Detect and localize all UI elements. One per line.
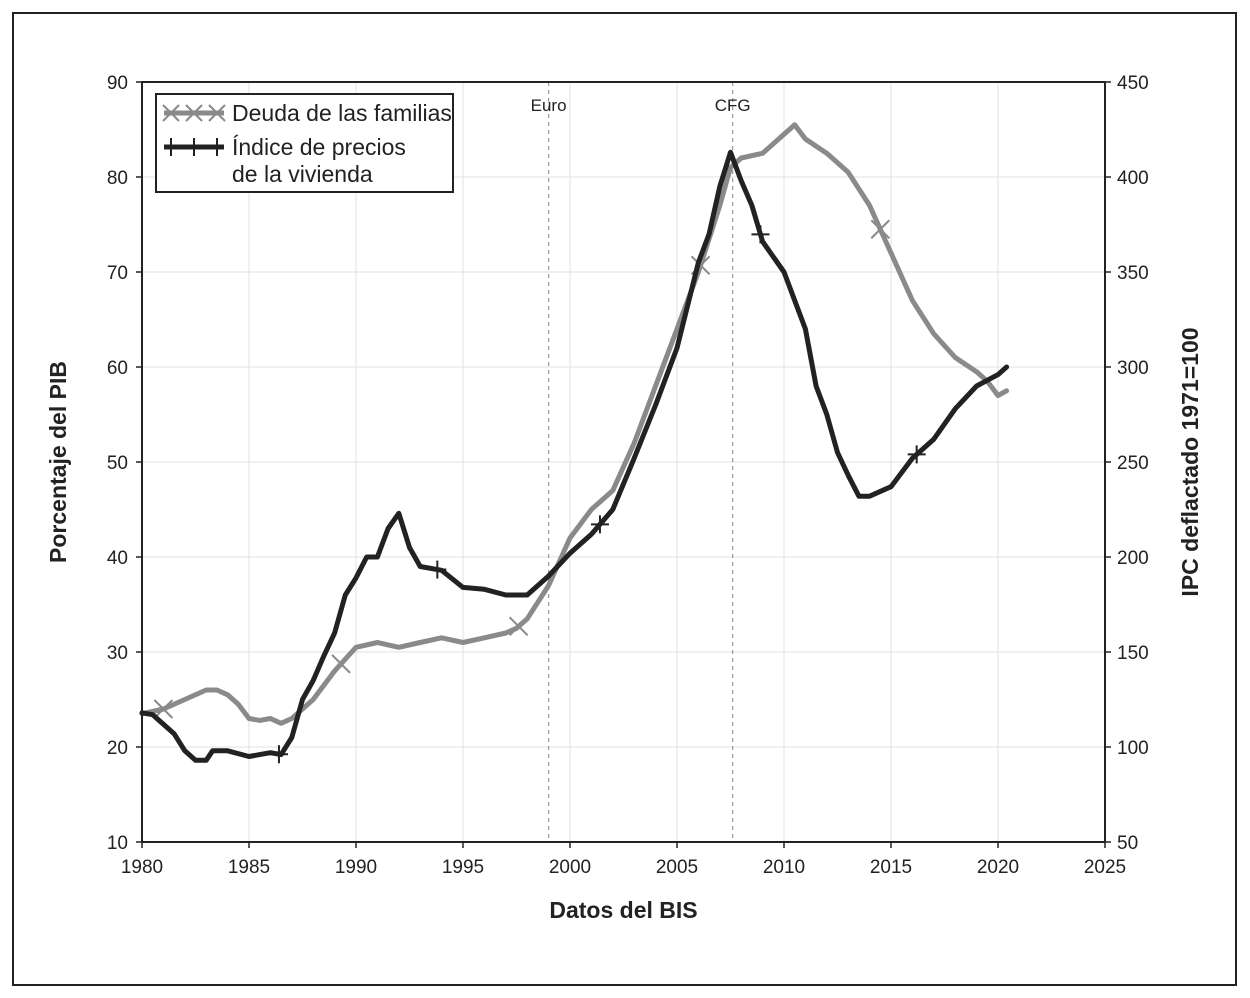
x-tick-label: 2005 [656, 857, 698, 878]
y-axis-title-right: IPC deflactado 1971=100 [1177, 327, 1203, 596]
y-tick-label-right: 350 [1117, 263, 1149, 284]
legend-entry-vivienda: Índice de precios de la vivienda [232, 134, 406, 187]
legend-symbol-vivienda [164, 138, 224, 156]
x-axis-title: Datos del BIS [549, 897, 697, 923]
y-tick-label-right: 100 [1117, 738, 1149, 759]
y-tick-label-left: 90 [107, 73, 128, 94]
x-tick-label: 2000 [549, 857, 591, 878]
series-line-vivienda [139, 149, 1010, 763]
data-point-marker [428, 560, 447, 579]
x-tick-label: 1985 [228, 857, 270, 878]
data-point-marker [590, 515, 609, 534]
y-tick-label-left: 50 [107, 453, 128, 474]
x-tick-label: 2010 [763, 857, 805, 878]
legend: Deuda de las familias Índice de precios d… [155, 93, 454, 193]
legend-box [155, 93, 454, 193]
x-tick-label: 2025 [1084, 857, 1126, 878]
y-tick-label-left: 60 [107, 358, 128, 379]
legend-symbol-deuda [162, 104, 226, 122]
series-line-deuda [139, 122, 1010, 726]
y-tick-label-left: 80 [107, 168, 128, 189]
x-tick-label: 2015 [870, 857, 912, 878]
y-tick-label-left: 10 [107, 833, 128, 854]
y-tick-label-right: 300 [1117, 358, 1149, 379]
y-tick-label-right: 150 [1117, 643, 1149, 664]
x-tick-label: 1995 [442, 857, 484, 878]
data-point-marker [269, 745, 288, 764]
x-tick-label: 1990 [335, 857, 377, 878]
legend-entry-deuda: Deuda de las familias [232, 100, 452, 126]
data-point-marker [907, 445, 926, 464]
chart-frame [12, 12, 1237, 986]
y-tick-label-left: 30 [107, 643, 128, 664]
data-point-marker [331, 654, 351, 674]
y-axis-title-left: Porcentaje del PIB [45, 361, 71, 563]
y-tick-label-left: 70 [107, 263, 128, 284]
y-tick-label-right: 400 [1117, 168, 1149, 189]
data-point-marker [751, 225, 770, 244]
data-point-marker [508, 616, 529, 637]
annotations: Euro CFG [531, 82, 751, 842]
annotation-label: CFG [715, 96, 751, 115]
y-tick-label-right: 200 [1117, 548, 1149, 569]
y-tick-label-left: 40 [107, 548, 128, 569]
data-point-marker [870, 219, 891, 239]
y-tick-label-right: 250 [1117, 453, 1149, 474]
data-point-marker [153, 699, 174, 719]
series-layer [139, 122, 1010, 764]
y-tick-label-right: 450 [1117, 73, 1149, 94]
x-tick-label: 1980 [121, 857, 163, 878]
y-tick-label-right: 50 [1117, 833, 1138, 854]
y-tick-label-left: 20 [107, 738, 128, 759]
annotation-label: Euro [531, 96, 567, 115]
x-tick-label: 2020 [977, 857, 1019, 878]
ticks: 1980 1985 1990 1995 2000 2005 2010 2015 2020 2025… [107, 73, 1149, 878]
